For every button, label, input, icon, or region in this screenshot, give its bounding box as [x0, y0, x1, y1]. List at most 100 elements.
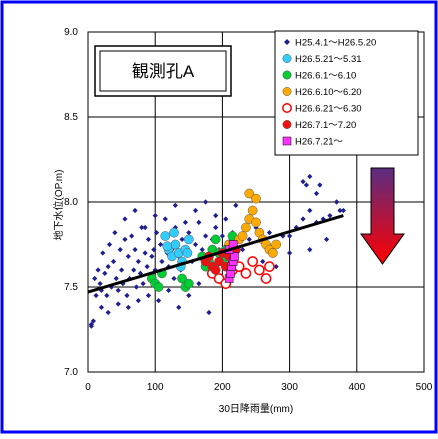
data-point — [92, 275, 98, 282]
data-point — [132, 247, 138, 253]
data-point — [151, 247, 157, 253]
legend-marker — [282, 120, 292, 129]
data-point — [119, 267, 125, 273]
data-point — [340, 207, 346, 214]
data-point — [182, 219, 189, 225]
legend-entry: H25.4.1～H26.5.20 — [284, 38, 376, 49]
legend-label: H26.7.1～7.20 — [295, 120, 356, 131]
data-point — [240, 268, 252, 279]
data-point — [137, 270, 144, 276]
data-point — [196, 219, 202, 225]
x-axis-label: 30日降雨量(mm) — [219, 402, 293, 415]
data-point — [172, 202, 178, 208]
data-point — [179, 236, 185, 242]
data-point — [88, 323, 94, 329]
series-2 — [160, 227, 194, 272]
data-point — [233, 202, 239, 208]
data-point — [135, 298, 141, 304]
data-point — [300, 216, 306, 222]
data-point — [199, 247, 205, 253]
data-point — [273, 264, 279, 270]
data-point — [142, 224, 148, 231]
x-tick-label: 400 — [348, 382, 365, 393]
data-point — [159, 258, 165, 265]
data-point — [210, 265, 221, 275]
data-point — [139, 224, 145, 231]
data-point — [160, 231, 171, 241]
legend-entry: H26.6.21～6.30 — [282, 103, 362, 115]
series-4 — [224, 188, 282, 258]
legend-label: H26.5.21～5.31 — [295, 54, 362, 65]
data-point — [239, 247, 246, 253]
legend-label: H26.7.21～ — [295, 137, 344, 148]
data-point — [149, 253, 155, 259]
data-point — [152, 213, 158, 219]
legend-entry: H26.6.1～6.10 — [282, 71, 356, 82]
legend-label: H25.4.1～H26.5.20 — [295, 38, 376, 49]
data-point — [203, 199, 209, 205]
legend-marker — [282, 103, 292, 113]
y-axis-label: 地下水位(OP.m) — [52, 170, 65, 241]
data-point — [251, 217, 261, 228]
legend-marker — [282, 54, 292, 63]
data-point — [260, 273, 272, 284]
legend-label: H26.6.10～6.20 — [295, 87, 362, 98]
data-point — [115, 301, 121, 307]
data-point — [90, 318, 96, 324]
data-point — [247, 256, 258, 267]
data-point — [142, 250, 148, 256]
data-point — [230, 252, 239, 261]
downward-arrow — [360, 167, 405, 265]
data-point — [153, 230, 160, 236]
data-point — [186, 292, 192, 299]
y-tick-label: 7.0 — [64, 367, 78, 378]
data-point — [124, 292, 130, 299]
data-point — [131, 267, 137, 273]
y-tick-label: 9.0 — [64, 27, 78, 38]
legend-marker — [282, 87, 292, 96]
data-point — [307, 247, 313, 253]
data-point — [223, 216, 229, 222]
data-point — [210, 234, 221, 245]
data-point — [300, 179, 306, 185]
data-point — [140, 281, 146, 287]
data-point — [213, 224, 219, 231]
chart-title: 観測孔A — [132, 62, 195, 81]
data-point — [110, 258, 117, 265]
data-point — [237, 231, 248, 241]
legend-label: H26.6.21～6.30 — [295, 104, 362, 115]
y-axis-ticks: 7.0 7.5 8.0 8.5 9.0 — [64, 27, 78, 378]
data-point — [251, 193, 261, 204]
data-point — [246, 236, 252, 242]
data-point — [125, 304, 131, 310]
data-point — [97, 281, 103, 287]
data-point — [153, 282, 164, 292]
data-point — [182, 248, 193, 258]
data-point — [192, 241, 199, 248]
data-point — [260, 258, 266, 265]
legend-entry: H26.5.21～5.31 — [282, 54, 362, 65]
data-point — [144, 264, 150, 270]
data-point — [115, 287, 121, 293]
data-point — [186, 230, 192, 236]
data-point — [105, 309, 111, 316]
data-point — [132, 207, 138, 214]
data-point — [271, 239, 282, 250]
data-point — [98, 287, 105, 293]
data-point — [166, 287, 172, 293]
x-tick-label: 300 — [281, 382, 298, 393]
legend-entry: H26.7.21～ — [282, 136, 344, 148]
data-point — [129, 233, 135, 239]
data-point — [176, 304, 182, 310]
legend-marker — [282, 136, 292, 146]
data-point — [307, 207, 313, 214]
data-point — [183, 278, 194, 289]
data-point — [287, 250, 293, 256]
data-point — [145, 292, 152, 299]
data-point — [337, 207, 343, 214]
data-point — [323, 236, 330, 242]
data-point — [264, 261, 275, 272]
data-point — [113, 275, 119, 282]
